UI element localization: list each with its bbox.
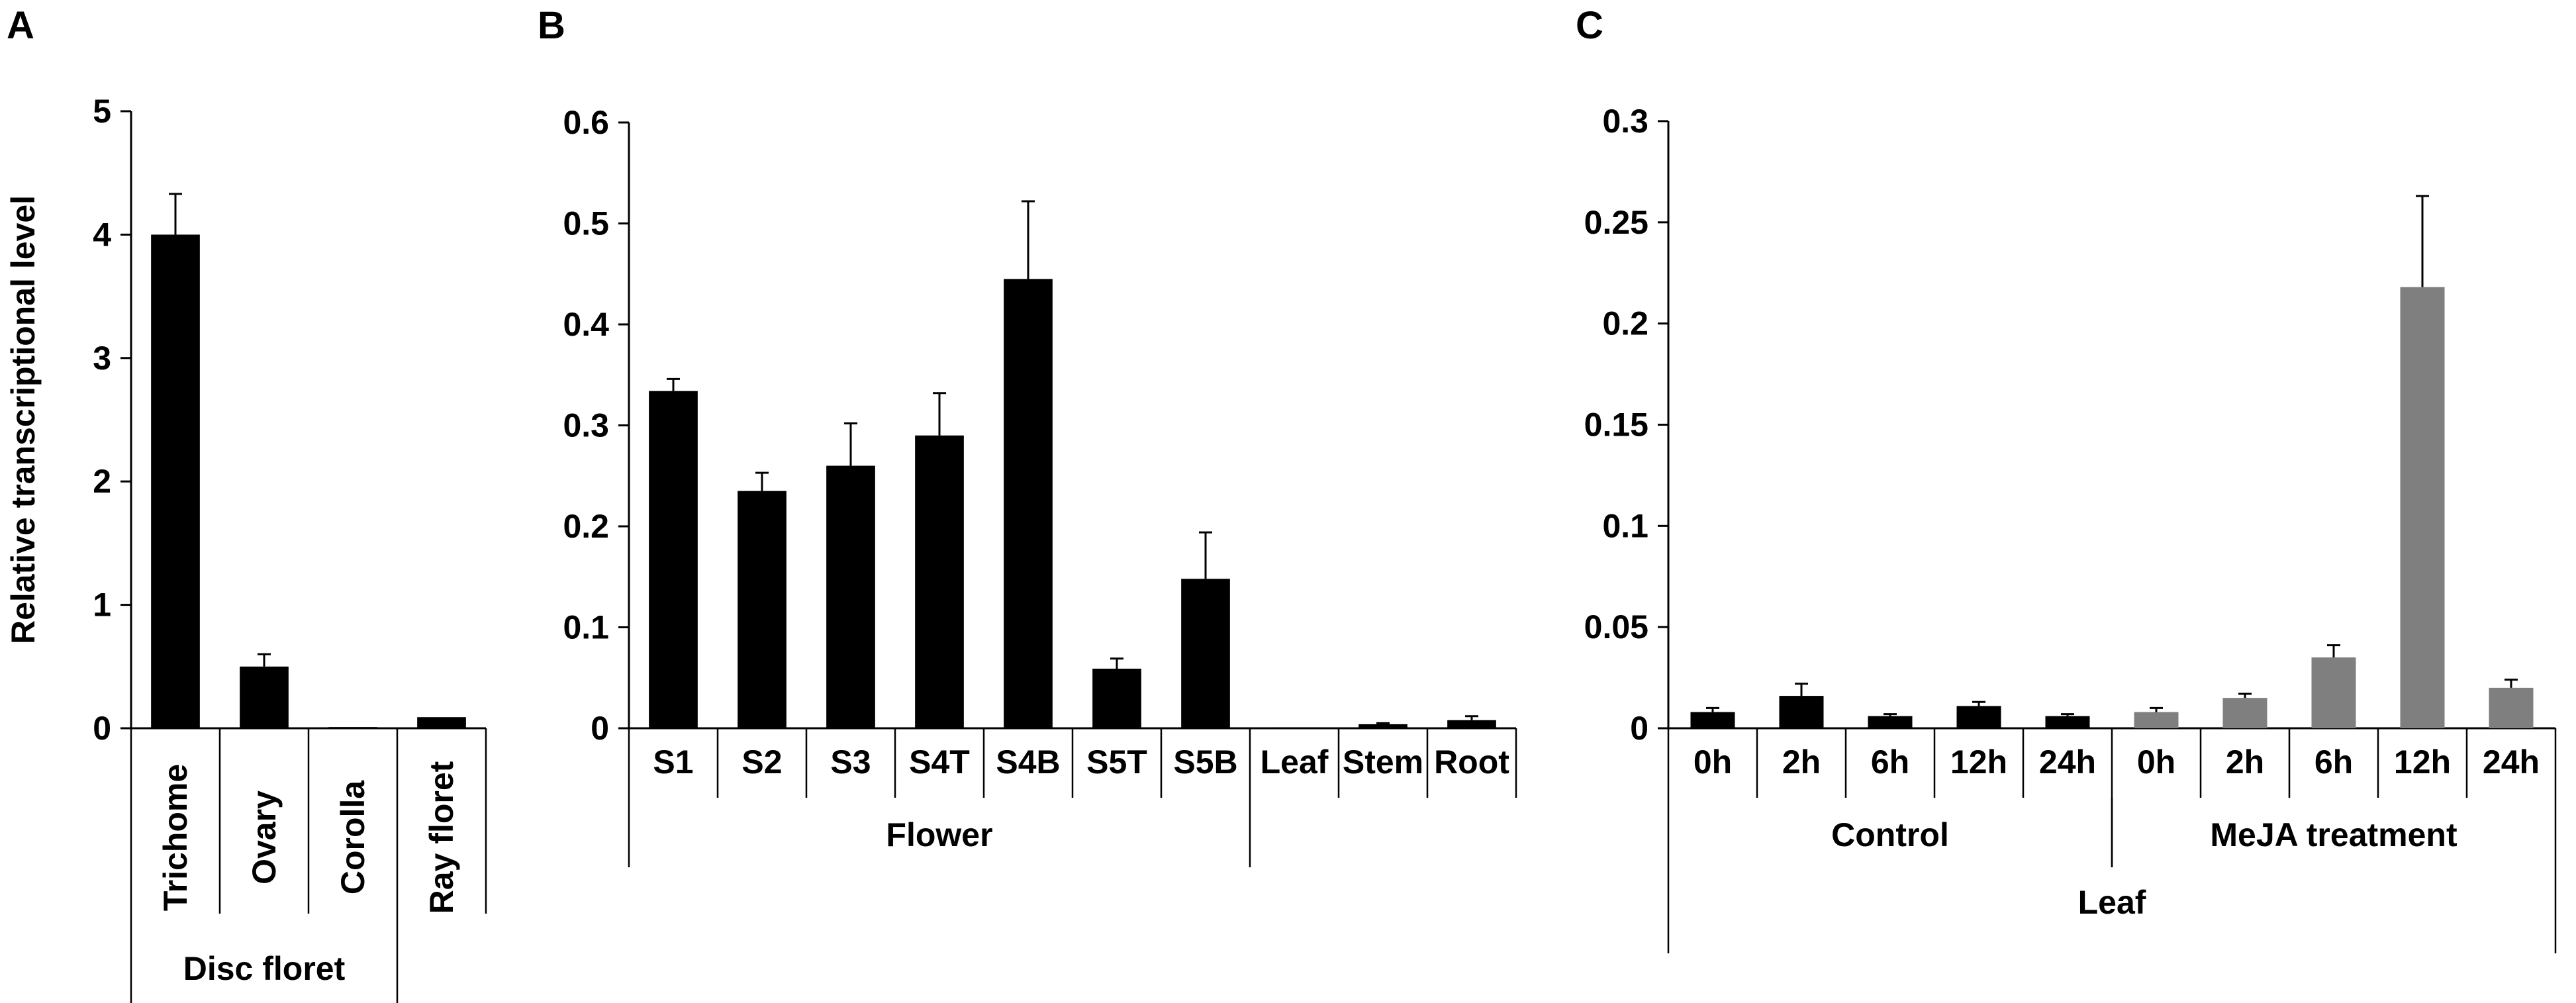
category-label: 24h xyxy=(2039,743,2096,781)
bar xyxy=(2222,698,2267,728)
bar xyxy=(240,666,289,728)
bar xyxy=(1447,720,1496,728)
y-tick-label: 0.05 xyxy=(1584,608,1648,645)
bar xyxy=(649,391,698,728)
group-label: Disc floret xyxy=(183,950,346,987)
y-tick-label: 0.3 xyxy=(563,407,609,444)
group-label: Control xyxy=(1831,816,1949,853)
category-label: S1 xyxy=(653,743,693,781)
y-tick-label: 0.2 xyxy=(563,508,609,545)
category-label: S3 xyxy=(830,743,871,781)
y-tick-label: 0.3 xyxy=(1602,103,1648,140)
bar xyxy=(1181,579,1230,728)
category-label: Leaf xyxy=(1261,743,1329,781)
category-label: S5T xyxy=(1086,743,1147,781)
y-tick-label: 0.25 xyxy=(1584,204,1648,241)
category-label: 6h xyxy=(1871,743,1909,781)
category-label: S2 xyxy=(741,743,782,781)
category-label: 2h xyxy=(1782,743,1821,781)
y-tick-label: 0.1 xyxy=(1602,507,1648,544)
category-label: Root xyxy=(1434,743,1509,781)
y-tick-label: 3 xyxy=(93,340,111,377)
y-tick-label: 0 xyxy=(591,710,609,747)
category-label: S4B xyxy=(996,743,1060,781)
bar xyxy=(2400,287,2445,728)
category-label: 6h xyxy=(2314,743,2353,781)
bar xyxy=(1956,706,2001,728)
y-tick-label: 4 xyxy=(93,216,111,253)
y-tick-label: 0.6 xyxy=(563,104,609,141)
bar xyxy=(417,717,466,728)
bar xyxy=(2045,716,2090,728)
category-label: Stem xyxy=(1343,743,1423,781)
panel-label-0: A xyxy=(7,4,34,47)
bar xyxy=(1270,727,1319,728)
y-tick-label: 0.15 xyxy=(1584,406,1648,444)
group-label: MeJA treatment xyxy=(2210,816,2457,853)
y-tick-label: 0.2 xyxy=(1602,305,1648,342)
category-label: 12h xyxy=(1950,743,2007,781)
y-tick-label: 5 xyxy=(93,93,111,130)
bar xyxy=(1359,724,1407,728)
category-label: Corolla xyxy=(334,780,371,894)
bar xyxy=(1868,716,1913,728)
y-tick-label: 0 xyxy=(93,710,111,747)
group-label: Flower xyxy=(886,816,992,853)
bar xyxy=(826,465,875,728)
y-tick-label: 2 xyxy=(93,463,111,500)
bar xyxy=(915,435,964,728)
y-axis-label: Relative transcriptional level xyxy=(5,195,42,644)
bar xyxy=(738,491,787,728)
category-label: S4T xyxy=(909,743,970,781)
category-label: 0h xyxy=(1693,743,1732,781)
bar xyxy=(328,727,377,728)
bar xyxy=(1004,279,1053,728)
bar xyxy=(1779,696,1824,728)
bar xyxy=(2311,657,2356,728)
y-tick-label: 1 xyxy=(93,587,111,624)
panel-label-1: B xyxy=(538,4,565,47)
category-label: 12h xyxy=(2394,743,2451,781)
category-label: Ovary xyxy=(246,790,283,884)
y-tick-label: 0.5 xyxy=(563,205,609,242)
bar xyxy=(1092,669,1141,728)
category-label: 0h xyxy=(2137,743,2175,781)
y-tick-label: 0 xyxy=(1630,710,1648,747)
category-label: 2h xyxy=(2226,743,2264,781)
category-label: Trichome xyxy=(157,764,194,911)
category-label: S5B xyxy=(1173,743,1237,781)
bar xyxy=(2134,712,2179,728)
bar xyxy=(2489,687,2534,728)
bar xyxy=(1690,712,1735,728)
category-label: Ray floret xyxy=(423,761,460,914)
category-label: 24h xyxy=(2483,743,2540,781)
y-tick-label: 0.4 xyxy=(563,306,609,343)
outer-group-label: Leaf xyxy=(2078,884,2146,921)
panel-label-2: C xyxy=(1576,4,1603,47)
y-tick-label: 0.1 xyxy=(563,609,609,646)
bar xyxy=(151,234,200,728)
